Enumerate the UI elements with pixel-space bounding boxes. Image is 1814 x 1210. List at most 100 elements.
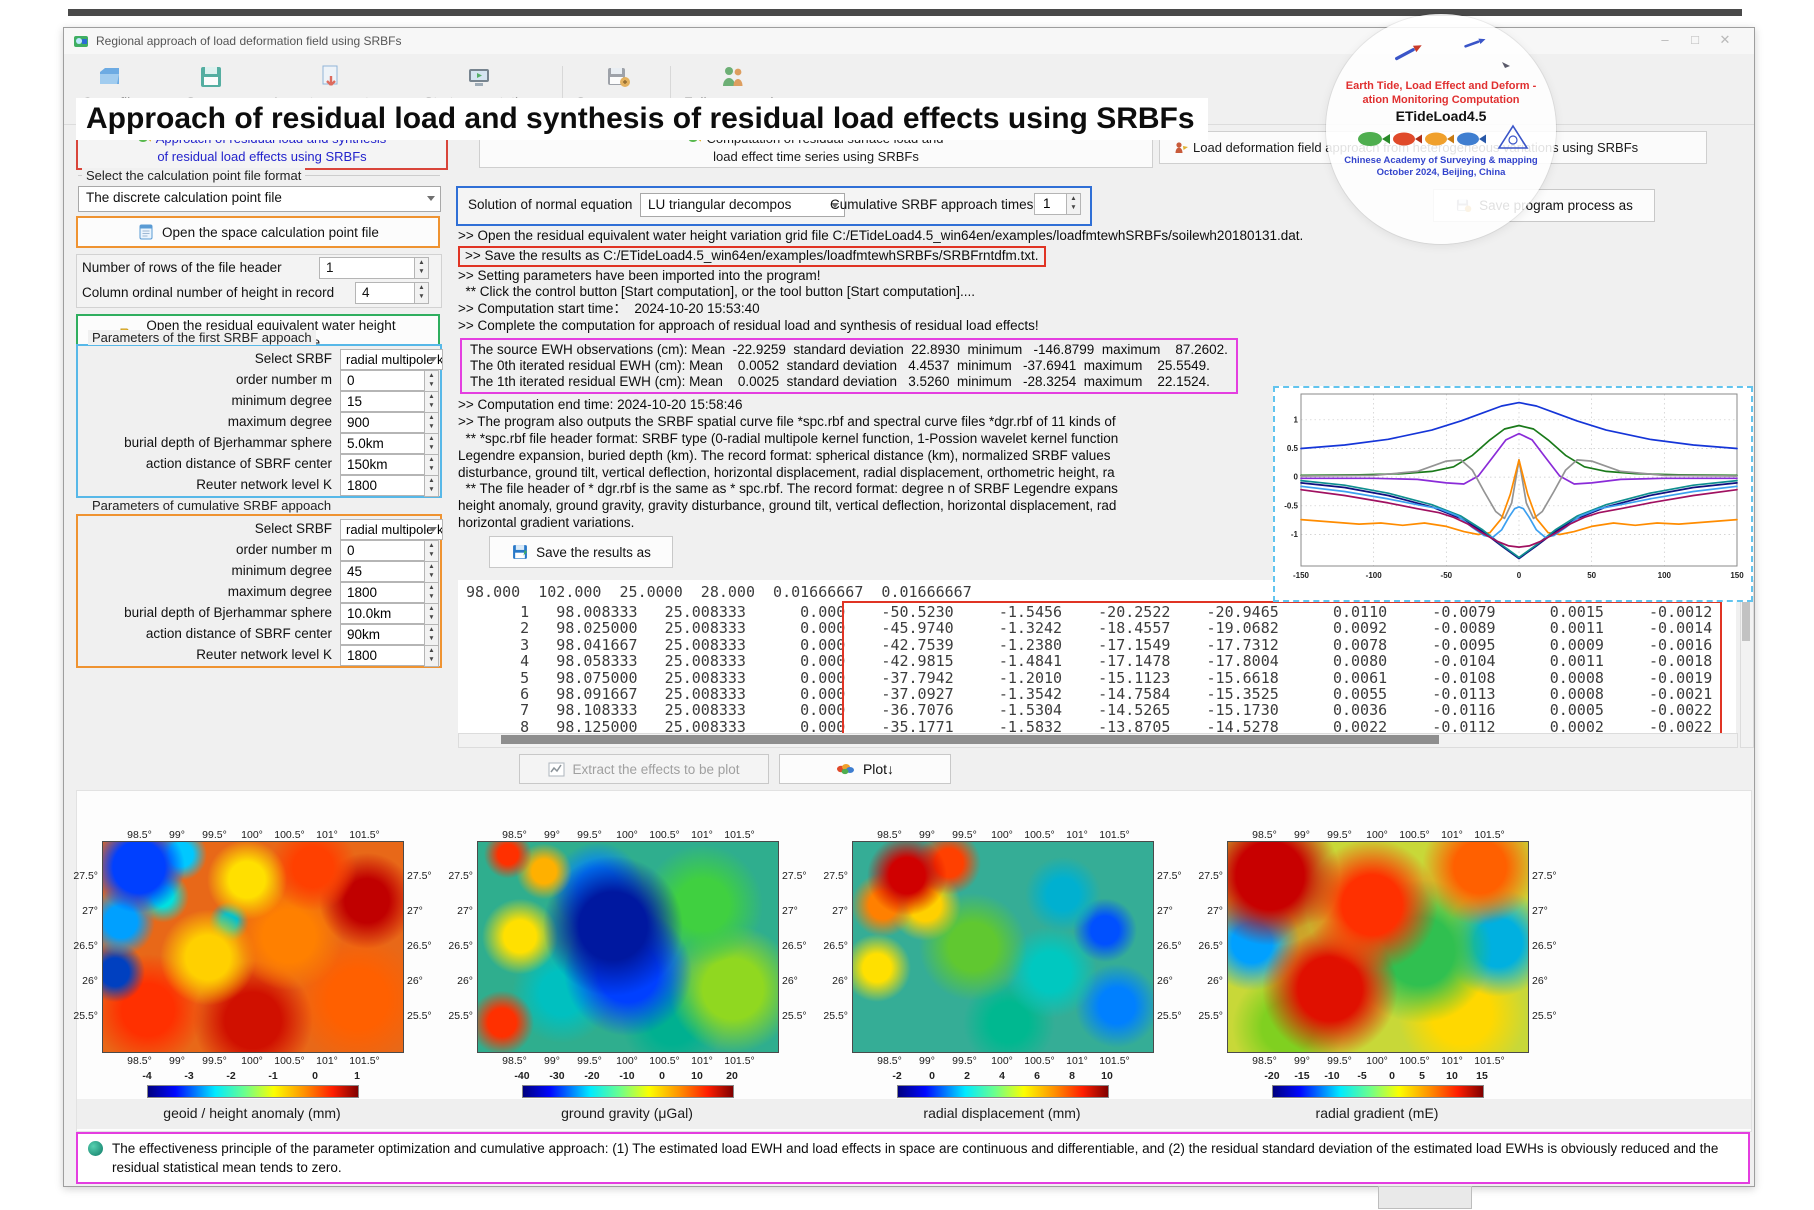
lon-tick-label: 98.5° [502, 829, 527, 841]
open-space-calc-file-button[interactable]: Open the space calculation point file [76, 216, 440, 248]
lon-tick-label: 101.5° [1099, 829, 1130, 841]
plot-button[interactable]: Plot↓ [779, 754, 951, 784]
first-srbf-kernel-select[interactable]: radial multipole kernel [340, 349, 443, 370]
stepper[interactable]: ▲ ▼ [424, 391, 439, 413]
table-row: 8 98.125000 25.008333 0.000 -35.1771 -1.… [466, 717, 1713, 736]
approach-times-input[interactable]: 1 [1034, 193, 1074, 215]
curve-6 [1300, 482, 1738, 560]
log-line: >> Computation start time： 2024-10-20 15… [458, 301, 760, 317]
log-line: >> Computation end time: 2024-10-20 15:5… [458, 397, 743, 413]
table-vertical-scrollbar[interactable] [1740, 580, 1754, 748]
maximize-icon[interactable]: □ [1691, 32, 1699, 47]
lon-tick-label: 101° [1066, 829, 1088, 841]
lon-tick-label: 98.5° [502, 1055, 527, 1067]
stepper[interactable]: ▲ ▼ [424, 370, 439, 392]
stepper[interactable]: ▲ ▼ [424, 582, 439, 604]
lon-tick-label: 101° [1441, 1055, 1463, 1067]
colorbar-tick-label: -1 [268, 1070, 278, 1082]
scrollbar-thumb[interactable] [501, 735, 1439, 744]
svg-text:50: 50 [1587, 571, 1596, 580]
cumulative-burial-depth-input[interactable]: 10.0km [340, 603, 430, 624]
lat-tick-label: 25.5° [823, 1010, 848, 1022]
close-icon[interactable]: ✕ [1719, 32, 1731, 47]
colorbar-tick-label: 1 [354, 1070, 360, 1082]
extract-effects-button[interactable]: Extract the effects to be plot [519, 754, 769, 784]
lon-tick-label: 101° [316, 829, 338, 841]
table-row: 4 98.058333 25.008333 0.000 -42.9815 -1.… [466, 652, 1713, 671]
lon-tick-label: 99° [1294, 829, 1310, 841]
stepper[interactable]: ▲ ▼ [424, 412, 439, 434]
map-caption: radial gradient (mE) [1315, 1105, 1439, 1121]
colorbar-tick-label: 0 [929, 1070, 935, 1082]
lon-tick-label: 98.5° [877, 1055, 902, 1067]
lon-tick-label: 99° [544, 829, 560, 841]
notepad-icon [139, 224, 153, 240]
stepper[interactable]: ▲ ▼ [424, 561, 439, 583]
lat-tick-label: 27° [457, 905, 473, 917]
svg-text:-150: -150 [1293, 571, 1310, 580]
point-file-format-select[interactable]: The discrete calculation point file [78, 186, 441, 212]
lon-tick-label: 101° [1441, 829, 1463, 841]
lat-tick-label: 26.5° [448, 940, 473, 952]
solution-select[interactable]: LU triangular decompos [640, 193, 845, 217]
stepper[interactable]: ▲ ▼ [424, 433, 439, 455]
header-rows-input[interactable]: 1 [319, 257, 419, 279]
height-column-stepper[interactable]: ▲ ▼ [414, 282, 429, 304]
cumulative-srbf-kernel-select[interactable]: radial multipole kernel [340, 519, 443, 540]
lon-tick-label: 100° [241, 829, 263, 841]
save-results-button[interactable]: Save the results as [489, 536, 673, 568]
extract-chart-icon [548, 762, 565, 776]
logo-date: October 2024, Beijing, China [1376, 167, 1506, 178]
table-horizontal-scrollbar[interactable] [458, 733, 1738, 748]
first-order-m-input[interactable]: 0 [340, 370, 430, 391]
lon-tick-label: 100° [991, 829, 1013, 841]
height-column-input[interactable]: 4 [355, 282, 419, 304]
stepper[interactable]: ▲ ▼ [424, 603, 439, 625]
first-burial-depth-input[interactable]: 5.0km [340, 433, 430, 454]
svg-text:0: 0 [1294, 473, 1299, 482]
map-1: 98.5° 98.5° 99° 99° 99.5° 99.5° 100° 100° 100.5°… [73, 829, 432, 1109]
lon-tick-label: 98.5° [877, 829, 902, 841]
effectiveness-note: The effectiveness principle of the param… [76, 1132, 1750, 1184]
colorbar-tick-label: 6 [1034, 1070, 1040, 1082]
stepper[interactable]: ▲ ▼ [424, 624, 439, 646]
lon-tick-label: 101.5° [1474, 1055, 1505, 1067]
colorbar-tick-label: -2 [892, 1070, 902, 1082]
cumulative-max-degree-input[interactable]: 1800 [340, 582, 430, 603]
lon-tick-label: 101° [1066, 1055, 1088, 1067]
log-output[interactable]: >> Open the residual equivalent water he… [458, 228, 1566, 562]
cumulative-min-degree-input[interactable]: 45 [340, 561, 430, 582]
lon-tick-label: 99° [169, 829, 185, 841]
first-min-degree-input[interactable]: 15 [340, 391, 430, 412]
cumulative-reuter-level-input[interactable]: 1800 [340, 645, 430, 666]
colorbar-tick-label: -10 [1324, 1070, 1340, 1082]
lat-tick-label: 27.5° [1198, 870, 1223, 882]
header-rows-stepper[interactable]: ▲ ▼ [414, 257, 429, 279]
lon-tick-label: 99.5° [577, 1055, 602, 1067]
taskbar-fragment [1378, 1186, 1472, 1209]
stepper[interactable]: ▲ ▼ [424, 645, 439, 667]
first-action-distance-input[interactable]: 150km [340, 454, 430, 475]
results-table[interactable]: 98.000 102.000 25.0000 28.000 0.01666667… [458, 580, 1736, 746]
first-max-degree-input[interactable]: 900 [340, 412, 430, 433]
lon-tick-label: 99° [544, 1055, 560, 1067]
table-row: 3 98.041667 25.008333 0.000 -42.7539 -1.… [466, 635, 1713, 654]
colorbar-tick-label: -5 [1357, 1070, 1367, 1082]
cumulative-action-distance-input[interactable]: 90km [340, 624, 430, 645]
window-controls: – □ ✕ [1650, 32, 1740, 48]
first-reuter-level-input[interactable]: 1800 [340, 475, 430, 496]
svg-text:-50: -50 [1441, 571, 1453, 580]
stepper[interactable]: ▲ ▼ [424, 540, 439, 562]
file-header-fields: Number of rows of the file header 1 ▲ ▼ C… [76, 254, 442, 308]
lat-tick-label: 26° [457, 975, 473, 987]
stepper[interactable]: ▲ ▼ [424, 475, 439, 497]
scrollbar-thumb[interactable] [1742, 589, 1750, 641]
cumulative-order-m-input[interactable]: 0 [340, 540, 430, 561]
minimize-icon[interactable]: – [1661, 32, 1669, 47]
stepper[interactable]: ▲ ▼ [424, 454, 439, 476]
lat-tick-label: 26° [1207, 975, 1223, 987]
approach-times-stepper[interactable]: ▲ ▼ [1066, 193, 1081, 215]
cumulative-srbf-group-label: Parameters of cumulative SRBF appoach [88, 498, 336, 513]
fish-row-icon [1357, 132, 1486, 146]
